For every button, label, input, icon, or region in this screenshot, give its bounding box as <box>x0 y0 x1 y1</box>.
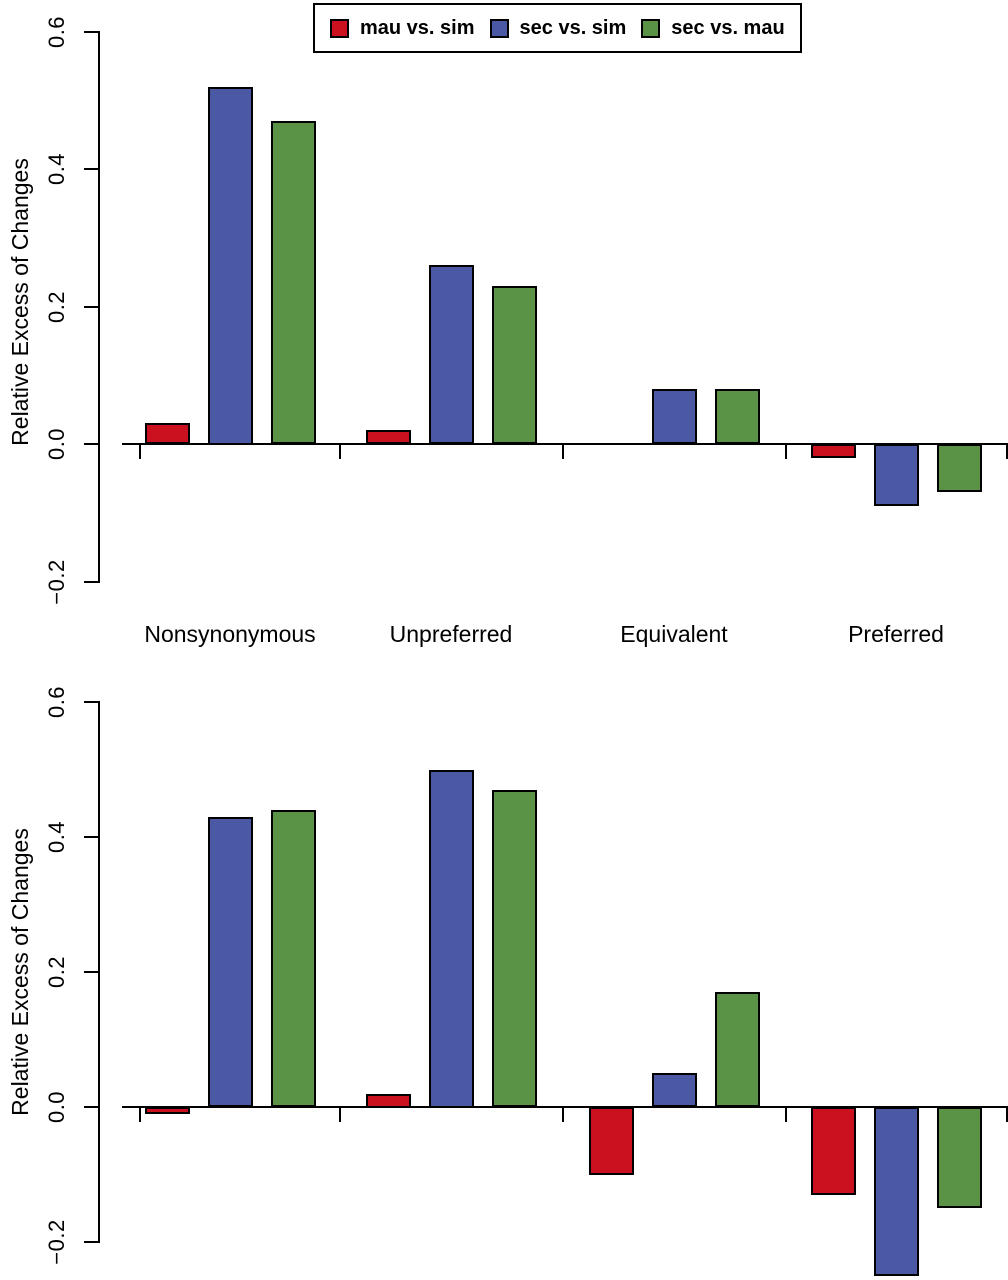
bar-sec-vs-sim-equivalent <box>651 389 697 444</box>
x-axis-tick <box>1006 445 1008 459</box>
legend-swatch-blue <box>489 18 509 38</box>
bar-mau-vs-sim-nonsynonymous <box>144 1107 190 1114</box>
legend-label: sec vs. mau <box>671 16 785 39</box>
category-label-preferred: Preferred <box>848 621 944 647</box>
bar-sec-vs-sim-preferred <box>873 1107 919 1276</box>
bar-sec-vs-sim-unpreferred <box>428 770 474 1108</box>
y-tick-label: 0.0 <box>44 427 69 461</box>
legend: mau vs. sim sec vs. sim sec vs. mau <box>313 3 802 53</box>
bar-sec-vs-mau-preferred <box>936 444 982 492</box>
bar-sec-vs-mau-equivalent <box>714 389 760 444</box>
legend-label: sec vs. sim <box>519 16 627 39</box>
x-axis-tick <box>139 1108 141 1122</box>
y-tick-label: 0.2 <box>44 955 69 989</box>
bar-sec-vs-sim-nonsynonymous <box>207 817 253 1107</box>
y-axis-tick <box>84 1241 98 1243</box>
y-tick-label: 0.6 <box>44 685 69 719</box>
bar-sec-vs-sim-unpreferred <box>428 265 474 444</box>
bar-mau-vs-sim-preferred <box>810 1107 856 1195</box>
bar-sec-vs-mau-nonsynonymous <box>270 121 316 444</box>
bar-mau-vs-sim-equivalent <box>588 1107 634 1175</box>
y-axis-title: Relative Excess of Changes <box>7 158 33 446</box>
bar-mau-vs-sim-preferred <box>810 444 856 458</box>
legend-item-sec-vs-mau: sec vs. mau <box>641 16 785 40</box>
y-axis-line <box>98 701 100 1243</box>
y-axis-tick <box>84 443 98 445</box>
bar-sec-vs-sim-nonsynonymous <box>207 87 253 445</box>
bar-sec-vs-mau-unpreferred <box>491 286 537 444</box>
bar-sec-vs-sim-equivalent <box>651 1073 697 1107</box>
y-tick-label: 0.6 <box>44 15 69 48</box>
category-label-unpreferred: Unpreferred <box>389 621 513 647</box>
y-tick-label: 0.2 <box>44 290 69 323</box>
x-axis-tick <box>562 445 564 459</box>
legend-swatch-green <box>641 18 661 38</box>
bar-mau-vs-sim-nonsynonymous <box>144 423 190 444</box>
y-axis-tick <box>84 971 98 973</box>
legend-item-mau-vs-sim: mau vs. sim <box>330 17 475 40</box>
x-axis-tick <box>139 445 141 459</box>
y-axis-tick <box>84 305 98 308</box>
legend-item-sec-vs-sim: sec vs. sim <box>489 16 627 40</box>
category-label-nonsynonymous: Nonsynonymous <box>144 621 316 647</box>
bar-sec-vs-mau-unpreferred <box>491 790 537 1107</box>
x-axis-line <box>122 1106 1008 1108</box>
y-tick-label: 0.4 <box>44 152 69 186</box>
y-axis-line <box>98 30 100 583</box>
x-axis-tick <box>785 445 787 459</box>
x-axis-tick <box>562 1108 564 1122</box>
y-axis-title: Relative Excess of Changes <box>7 828 33 1116</box>
y-axis-tick <box>84 836 98 838</box>
y-tick-label: 0.0 <box>44 1090 69 1124</box>
bar-mau-vs-sim-unpreferred <box>365 430 411 444</box>
bar-sec-vs-mau-nonsynonymous <box>270 810 316 1107</box>
x-axis-tick <box>1006 1108 1008 1122</box>
legend-label: mau vs. sim <box>360 16 475 39</box>
bar-sec-vs-sim-preferred <box>873 444 919 506</box>
y-axis-tick <box>84 701 98 703</box>
y-tick-label: 0.4 <box>44 820 69 854</box>
x-axis-tick <box>339 1108 341 1122</box>
x-axis-tick <box>785 1108 787 1122</box>
bar-sec-vs-mau-preferred <box>936 1107 982 1208</box>
y-tick-label: −0.2 <box>44 1219 69 1265</box>
y-axis-tick <box>84 580 98 583</box>
bar-sec-vs-mau-equivalent <box>714 992 760 1107</box>
bar-mau-vs-sim-unpreferred <box>365 1094 411 1108</box>
y-axis-tick <box>84 168 98 170</box>
y-tick-label: −0.2 <box>44 558 69 605</box>
category-label-equivalent: Equivalent <box>620 621 728 647</box>
y-axis-tick <box>84 30 98 33</box>
legend-swatch-red <box>330 18 349 38</box>
x-axis-tick <box>339 445 341 459</box>
x-axis-line <box>122 443 1008 445</box>
y-axis-tick <box>84 1106 98 1108</box>
